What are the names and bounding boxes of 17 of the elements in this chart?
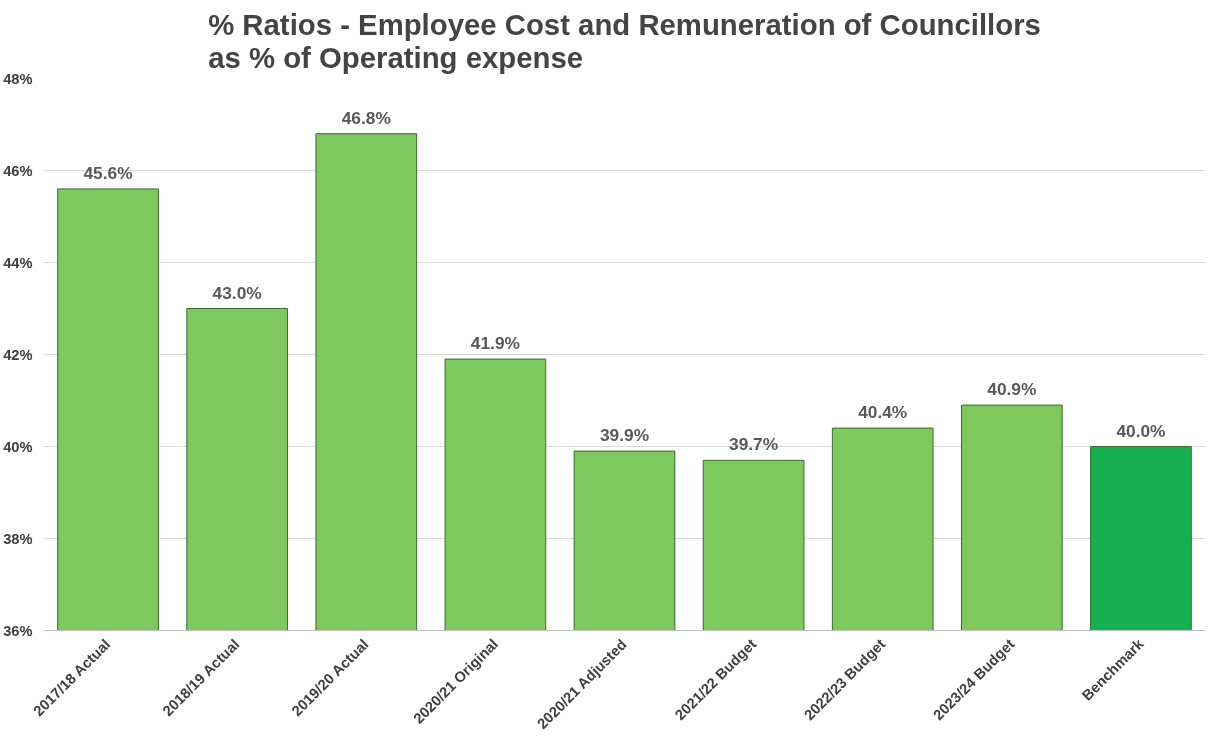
data-label: 45.6% [83, 162, 133, 183]
chart-title: % Ratios - Employee Cost and Remuneration of Councillors as % of Operating expense [208, 7, 1041, 74]
data-label: 39.9% [599, 425, 650, 446]
y-tick-label: 38% [3, 530, 33, 547]
y-tick-label: 40% [3, 438, 33, 455]
y-tick-label: 36% [3, 622, 33, 639]
data-label: 40.4% [858, 402, 908, 423]
data-label: 46.8% [341, 107, 391, 128]
y-tick-label: 48% [3, 70, 33, 87]
y-tick-label: 44% [3, 254, 33, 271]
data-label: 43.0% [212, 282, 262, 303]
data-label: 39.7% [729, 434, 779, 455]
data-label: 41.9% [470, 333, 520, 354]
y-tick-label: 42% [3, 346, 33, 363]
data-label: 40.0% [1116, 420, 1166, 441]
data-label: 40.9% [987, 379, 1037, 400]
y-tick-label: 46% [3, 162, 33, 179]
